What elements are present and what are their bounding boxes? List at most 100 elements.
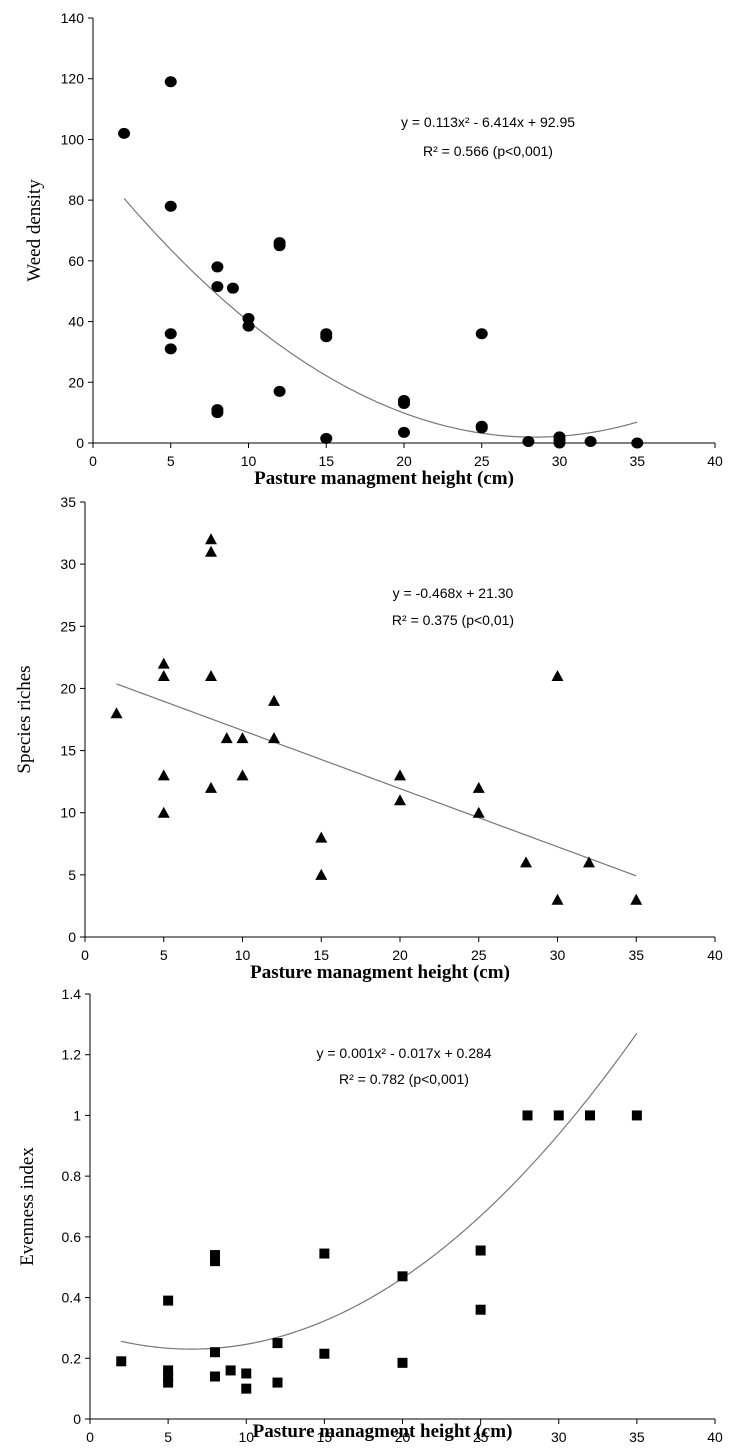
x-tick-label: 25 bbox=[474, 453, 490, 469]
data-point bbox=[164, 328, 177, 340]
data-point bbox=[398, 426, 410, 438]
data-point bbox=[522, 1110, 533, 1121]
x-tick-label: 35 bbox=[628, 947, 644, 963]
x-tick-label: 20 bbox=[396, 453, 412, 469]
y-axis-label: Weed density bbox=[24, 179, 45, 282]
data-point bbox=[397, 1357, 408, 1368]
y-tick-label: 0 bbox=[68, 929, 76, 945]
x-tick-label: 10 bbox=[241, 453, 257, 469]
x-tick-label: 0 bbox=[89, 453, 97, 469]
data-point bbox=[475, 1304, 486, 1315]
data-point bbox=[157, 769, 170, 781]
y-tick-label: 60 bbox=[68, 253, 84, 269]
data-point bbox=[522, 435, 535, 447]
y-tick-label: 30 bbox=[60, 556, 76, 572]
data-point bbox=[163, 1377, 174, 1388]
data-point bbox=[116, 1356, 127, 1367]
data-point bbox=[394, 794, 406, 806]
data-point bbox=[315, 831, 328, 843]
data-point bbox=[157, 657, 170, 669]
x-tick-label: 15 bbox=[317, 1429, 333, 1445]
y-tick-label: 0 bbox=[73, 1411, 81, 1427]
data-point bbox=[472, 806, 485, 818]
r-squared-label: R² = 0.782 (p<0,001) bbox=[339, 1071, 469, 1087]
y-tick-label: 0 bbox=[76, 435, 84, 451]
data-point bbox=[553, 1110, 564, 1121]
x-axis-label: Pasture managment height (cm) bbox=[253, 1421, 513, 1442]
x-tick-label: 5 bbox=[164, 1429, 172, 1445]
data-point bbox=[210, 1256, 220, 1267]
data-point bbox=[210, 1371, 220, 1382]
data-point bbox=[320, 331, 333, 343]
y-tick-label: 1.2 bbox=[62, 1047, 82, 1063]
y-tick-label: 35 bbox=[60, 494, 76, 510]
y-tick-label: 120 bbox=[61, 71, 85, 87]
x-tick-label: 25 bbox=[473, 1429, 489, 1445]
y-tick-label: 0.8 bbox=[62, 1168, 82, 1184]
data-point bbox=[242, 313, 255, 325]
x-tick-label: 15 bbox=[313, 947, 329, 963]
data-point bbox=[110, 707, 123, 719]
y-tick-label: 140 bbox=[61, 10, 85, 26]
data-point bbox=[475, 1245, 486, 1256]
data-point bbox=[118, 127, 131, 139]
data-point bbox=[210, 1347, 220, 1358]
x-axis-label: Pasture managment height (cm) bbox=[254, 468, 514, 489]
x-tick-label: 35 bbox=[629, 453, 645, 469]
data-point bbox=[630, 893, 643, 905]
x-tick-label: 0 bbox=[86, 1429, 94, 1445]
y-tick-label: 40 bbox=[68, 314, 84, 330]
x-tick-label: 20 bbox=[395, 1429, 411, 1445]
data-point bbox=[205, 670, 217, 681]
equation-label: y = 0.001x² - 0.017x + 0.284 bbox=[316, 1045, 491, 1061]
x-tick-label: 5 bbox=[160, 947, 168, 963]
x-tick-label: 30 bbox=[552, 453, 568, 469]
data-point bbox=[472, 781, 485, 793]
data-point bbox=[268, 732, 280, 744]
data-point bbox=[205, 533, 217, 545]
data-point bbox=[315, 868, 328, 880]
data-point bbox=[236, 769, 249, 781]
trend-line bbox=[116, 683, 637, 877]
data-point bbox=[241, 1383, 252, 1394]
x-tick-label: 20 bbox=[392, 947, 408, 963]
data-point bbox=[241, 1368, 252, 1379]
data-point bbox=[398, 398, 410, 410]
r-squared-label: R² = 0.566 (p<0,001) bbox=[423, 143, 553, 159]
data-point bbox=[205, 781, 217, 793]
r-squared-label: R² = 0.375 (p<0,01) bbox=[392, 612, 514, 628]
data-point bbox=[583, 856, 595, 868]
y-tick-label: 20 bbox=[60, 680, 76, 696]
equation-label: y = -0.468x + 21.30 bbox=[393, 585, 514, 601]
y-tick-label: 100 bbox=[61, 131, 85, 147]
equation-label: y = 0.113x² - 6.414x + 92.95 bbox=[401, 114, 575, 130]
y-tick-label: 10 bbox=[60, 805, 76, 821]
y-axis-label: Evenness index bbox=[17, 1147, 38, 1266]
x-tick-label: 40 bbox=[707, 947, 723, 963]
x-tick-label: 30 bbox=[551, 1429, 567, 1445]
x-tick-label: 15 bbox=[318, 453, 334, 469]
x-tick-label: 35 bbox=[629, 1429, 645, 1445]
data-point bbox=[584, 435, 597, 447]
y-axis-label: Species riches bbox=[14, 665, 35, 773]
y-tick-label: 1.4 bbox=[62, 986, 82, 1002]
data-point bbox=[551, 893, 564, 905]
trend-line bbox=[123, 198, 638, 438]
x-tick-label: 10 bbox=[235, 947, 251, 963]
data-point bbox=[157, 670, 170, 681]
data-point bbox=[585, 1110, 595, 1121]
data-point bbox=[163, 1365, 174, 1376]
y-tick-label: 0.4 bbox=[62, 1290, 82, 1306]
data-point bbox=[272, 1377, 283, 1388]
data-point bbox=[551, 670, 564, 681]
trend-line bbox=[121, 1032, 638, 1350]
data-point bbox=[553, 437, 566, 449]
data-point bbox=[211, 407, 224, 419]
x-axis-label: Pasture managment height (cm) bbox=[250, 962, 510, 983]
y-tick-label: 0.6 bbox=[62, 1229, 82, 1245]
x-tick-label: 10 bbox=[238, 1429, 254, 1445]
data-point bbox=[520, 856, 532, 868]
data-point bbox=[631, 437, 644, 449]
chart-species-riches: 0 5 10 15 20 25 30 35 0 5 10 15 20 25 30 35 40 Pasture ma… bbox=[14, 494, 723, 983]
y-tick-label: 15 bbox=[60, 743, 76, 759]
